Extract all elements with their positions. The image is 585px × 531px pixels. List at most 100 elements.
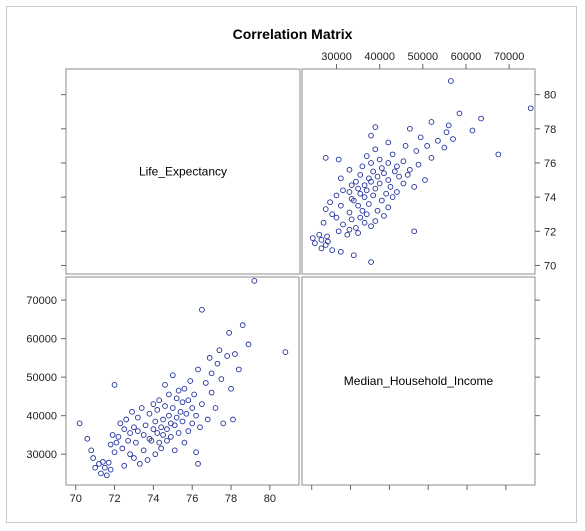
point-tr bbox=[348, 195, 355, 202]
point-tr bbox=[348, 182, 355, 189]
point-bl bbox=[119, 445, 126, 452]
point-bl bbox=[168, 434, 174, 440]
point-bl bbox=[105, 459, 112, 466]
point-bl bbox=[107, 441, 114, 448]
point-bl bbox=[162, 382, 168, 388]
point-tr bbox=[450, 136, 456, 142]
point-tr bbox=[355, 230, 361, 236]
point-tr bbox=[469, 127, 476, 134]
point-tr bbox=[335, 156, 342, 163]
point-bl bbox=[134, 428, 141, 434]
point-bl bbox=[239, 322, 246, 328]
point-bl bbox=[175, 387, 182, 394]
point-tr bbox=[337, 248, 344, 255]
point-tr bbox=[422, 177, 428, 183]
point-bl bbox=[90, 455, 97, 461]
point-bl bbox=[218, 376, 225, 382]
point-bl bbox=[109, 432, 116, 438]
point-tr bbox=[415, 161, 422, 168]
point-tr bbox=[357, 190, 364, 197]
point-bl bbox=[123, 416, 130, 423]
point-tr bbox=[424, 143, 430, 149]
y-tick-label-life: 74 bbox=[544, 192, 556, 204]
point-tr bbox=[357, 214, 364, 221]
point-bl bbox=[193, 449, 199, 456]
point-tr bbox=[363, 153, 370, 159]
point-tr bbox=[385, 139, 392, 146]
x-tick-label-life: 78 bbox=[225, 493, 237, 505]
point-bl bbox=[175, 430, 182, 436]
point-bl bbox=[154, 407, 161, 413]
point-tr bbox=[445, 122, 452, 129]
point-tr bbox=[359, 163, 366, 170]
y-tick-label-income: 50000 bbox=[26, 372, 57, 384]
point-tr bbox=[374, 173, 381, 180]
point-bl bbox=[282, 349, 289, 355]
point-tr bbox=[353, 178, 359, 185]
point-tr bbox=[346, 226, 353, 233]
point-tr bbox=[381, 170, 387, 177]
point-tr bbox=[325, 238, 331, 245]
point-tr bbox=[394, 163, 400, 170]
point-tr bbox=[337, 202, 344, 209]
point-tr bbox=[385, 204, 392, 211]
y-tick-label-life: 78 bbox=[544, 124, 556, 136]
point-tr bbox=[353, 225, 359, 231]
point-bl bbox=[245, 341, 252, 348]
point-bl bbox=[152, 418, 159, 425]
point-bl bbox=[101, 464, 108, 471]
point-tr bbox=[361, 194, 368, 200]
point-tr bbox=[368, 132, 374, 139]
point-tr bbox=[368, 160, 374, 166]
point-bl bbox=[195, 460, 201, 467]
point-tr bbox=[374, 207, 381, 214]
point-tr bbox=[385, 177, 392, 183]
point-bl bbox=[156, 397, 163, 404]
point-tr bbox=[441, 144, 448, 151]
point-bl bbox=[88, 447, 95, 454]
point-bl bbox=[251, 278, 258, 284]
point-tr bbox=[346, 166, 353, 173]
point-tr bbox=[368, 223, 374, 230]
point-tr bbox=[357, 172, 364, 178]
point-bl bbox=[158, 424, 164, 431]
point-tr bbox=[385, 160, 392, 166]
point-tr bbox=[400, 180, 407, 187]
x-tick-label-income: 30000 bbox=[321, 51, 352, 63]
point-bl bbox=[226, 330, 232, 336]
point-bl bbox=[162, 403, 168, 409]
point-tr bbox=[413, 148, 420, 154]
y-tick-label-life: 72 bbox=[544, 226, 556, 238]
point-bl bbox=[127, 430, 133, 436]
point-bl bbox=[230, 416, 236, 423]
point-bl bbox=[193, 412, 199, 419]
point-tr bbox=[435, 137, 441, 144]
point-bl bbox=[131, 455, 137, 461]
point-bl bbox=[199, 306, 205, 313]
panel-bl bbox=[65, 276, 300, 486]
point-bl bbox=[235, 366, 242, 373]
y-tick-label-life: 80 bbox=[544, 90, 556, 102]
point-bl bbox=[177, 408, 184, 415]
point-tr bbox=[327, 199, 333, 206]
point-bl bbox=[164, 426, 170, 432]
point-tr bbox=[372, 146, 379, 153]
point-bl bbox=[202, 380, 209, 386]
point-tr bbox=[318, 236, 325, 243]
y-tick-label-income: 30000 bbox=[26, 449, 57, 461]
point-tr bbox=[329, 211, 336, 218]
x-tick-label-income: 40000 bbox=[364, 51, 395, 63]
point-bl bbox=[199, 401, 205, 407]
y-tick-label-life: 76 bbox=[544, 158, 556, 170]
point-bl bbox=[103, 472, 110, 479]
point-bl bbox=[197, 424, 203, 431]
point-bl bbox=[185, 397, 192, 404]
point-bl bbox=[140, 447, 147, 454]
point-bl bbox=[136, 460, 143, 467]
point-tr bbox=[340, 187, 346, 194]
point-bl bbox=[100, 459, 106, 465]
point-tr bbox=[394, 189, 400, 195]
point-bl bbox=[206, 355, 213, 361]
point-tr bbox=[329, 247, 336, 253]
point-bl bbox=[113, 439, 120, 446]
